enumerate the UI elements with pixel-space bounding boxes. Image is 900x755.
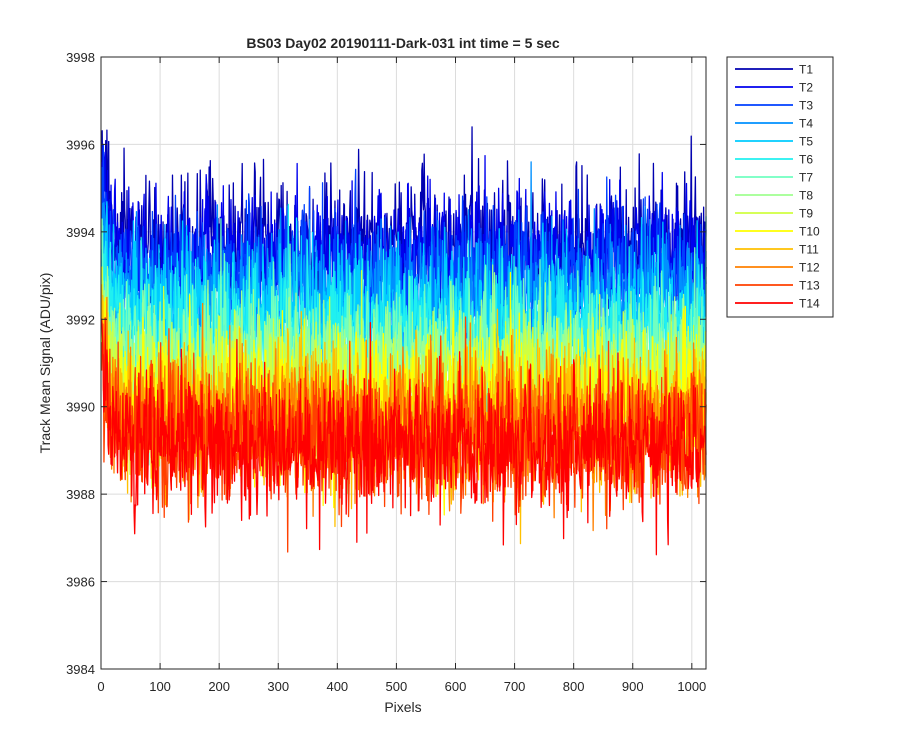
legend-entry-t9[interactable]: T9 (735, 207, 813, 221)
legend-entry-t10[interactable]: T10 (735, 225, 820, 239)
legend-label: T9 (799, 207, 813, 221)
chart-title: BS03 Day02 20190111-Dark-031 int time = … (246, 35, 559, 51)
legend-label: T8 (799, 189, 813, 203)
legend[interactable]: T1 T2 T3 T4 T5 T6 T7 T8 T9 T10 T11 T12 T13 T14 (726, 56, 834, 318)
legend-entry-t2[interactable]: T2 (735, 81, 813, 95)
y-axis-label: Track Mean Signal (ADU/pix) (37, 273, 53, 454)
y-tick-label: 3984 (66, 662, 95, 677)
y-tick-label: 3988 (66, 487, 95, 502)
legend-label: T11 (799, 243, 819, 257)
legend-label: T14 (799, 297, 820, 311)
x-tick-label: 900 (622, 679, 644, 694)
y-tick-label: 3986 (66, 575, 95, 590)
legend-label: T3 (799, 99, 813, 113)
legend-entry-t14[interactable]: T14 (735, 297, 820, 311)
x-tick-label: 1000 (677, 679, 706, 694)
legend-entry-t11[interactable]: T11 (735, 243, 819, 257)
x-tick-label: 400 (326, 679, 348, 694)
legend-entry-t1[interactable]: T1 (735, 63, 813, 77)
legend-entry-t4[interactable]: T4 (735, 117, 813, 131)
x-tick-label: 300 (267, 679, 289, 694)
legend-entry-t3[interactable]: T3 (735, 99, 813, 113)
x-tick-label: 800 (563, 679, 585, 694)
legend-box (726, 56, 834, 318)
legend-label: T2 (799, 81, 813, 95)
legend-label: T7 (799, 171, 813, 185)
x-tick-label: 500 (386, 679, 408, 694)
legend-label: T1 (799, 63, 813, 77)
legend-label: T4 (799, 117, 813, 131)
series-line-t14 (100, 317, 707, 556)
series-lines (100, 126, 707, 556)
x-tick-label: 0 (97, 679, 104, 694)
legend-label: T6 (799, 153, 813, 167)
x-axis-label: Pixels (384, 699, 421, 715)
x-tick-label: 700 (504, 679, 526, 694)
y-tick-label: 3996 (66, 137, 95, 152)
y-tick-label: 3998 (66, 50, 95, 65)
x-tick-label: 600 (445, 679, 467, 694)
legend-label: T12 (799, 261, 820, 275)
y-tick-label: 3994 (66, 225, 95, 240)
legend-entry-t12[interactable]: T12 (735, 261, 820, 275)
legend-entry-t8[interactable]: T8 (735, 189, 813, 203)
axis-ticks: 0 100 200 300 400 500 600 700 800 900 1000 3984 3986… (66, 50, 706, 694)
y-tick-label: 3992 (66, 312, 95, 327)
x-tick-label: 200 (208, 679, 230, 694)
y-tick-label: 3990 (66, 400, 95, 415)
x-tick-label: 100 (149, 679, 171, 694)
plot-frame (100, 56, 707, 670)
legend-entry-t5[interactable]: T5 (735, 135, 813, 149)
legend-label: T5 (799, 135, 813, 149)
legend-entry-t7[interactable]: T7 (735, 171, 813, 185)
legend-label: T10 (799, 225, 820, 239)
legend-entry-t6[interactable]: T6 (735, 153, 813, 167)
legend-entry-t13[interactable]: T13 (735, 279, 820, 293)
legend-label: T13 (799, 279, 820, 293)
